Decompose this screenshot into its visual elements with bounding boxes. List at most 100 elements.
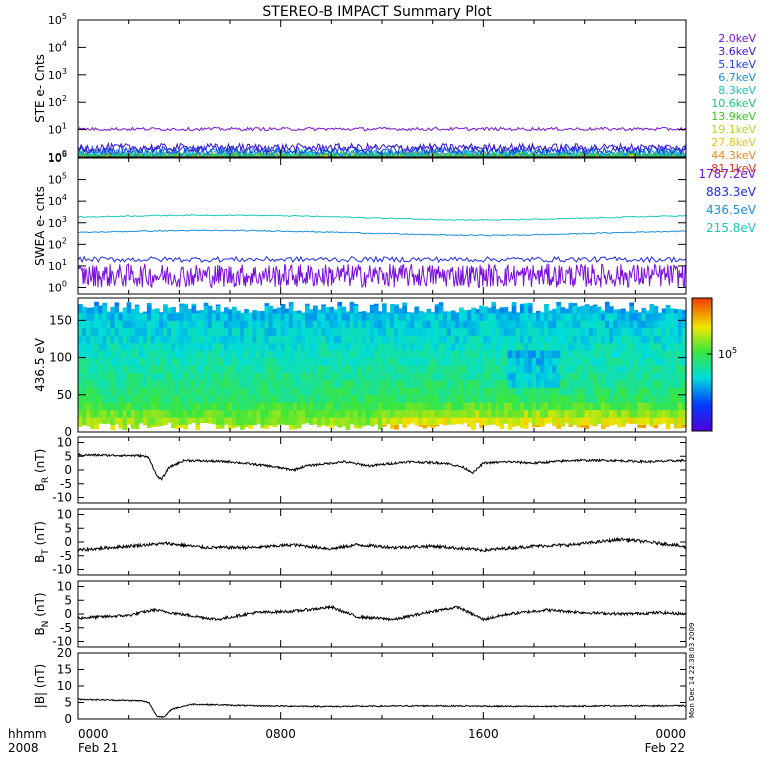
pad-heatmap-cell: [588, 402, 594, 411]
pad-heatmap-cell: [138, 402, 144, 411]
ste-series-line: [77, 126, 687, 132]
pad-heatmap-cell: [171, 372, 176, 381]
pad-heatmap-cell: [260, 320, 266, 329]
pad-heatmap-cell: [592, 394, 598, 403]
pad-heatmap-cell: [114, 372, 120, 381]
pad-heatmap-cell: [146, 417, 152, 425]
pad-heatmap-cell: [519, 409, 525, 418]
pad-heatmap-cell: [288, 305, 294, 314]
pad-heatmap-cell: [564, 308, 570, 314]
pad-heatmap-cell: [402, 402, 407, 411]
pad-heatmap-cell: [507, 327, 513, 336]
pad-heatmap-cell: [532, 342, 537, 351]
pad-heatmap-cell: [645, 402, 651, 411]
pad-heatmap-cell: [491, 301, 497, 306]
pad-heatmap-cell: [471, 402, 476, 411]
pad-heatmap-cell: [446, 402, 452, 411]
pad-heatmap-cell: [422, 357, 428, 366]
pad-heatmap-cell: [536, 394, 541, 403]
pad-heatmap-cell: [292, 335, 298, 344]
pad-heatmap-cell: [438, 320, 444, 329]
pad-heatmap-cell: [341, 402, 347, 411]
pad-heatmap-cell: [414, 335, 420, 344]
pad-heatmap-cell: [475, 342, 480, 351]
pad-heatmap-cell: [377, 379, 383, 388]
pad-heatmap-cell: [94, 357, 99, 366]
pad-heatmap-cell: [240, 402, 245, 411]
pad-heatmap-cell: [313, 409, 318, 418]
pad-heatmap-cell: [215, 304, 221, 306]
pad-heatmap-cell: [560, 327, 565, 336]
pad-heatmap-cell: [353, 402, 359, 411]
pad-heatmap-cell: [361, 394, 367, 403]
pad-heatmap-cell: [260, 335, 266, 344]
pad-heatmap-cell: [564, 409, 570, 418]
pad-heatmap-cell: [175, 342, 180, 351]
pad-heatmap-cell: [151, 320, 156, 329]
pad-heatmap-cell: [519, 335, 525, 344]
pad-heatmap-cell: [264, 305, 270, 314]
pad-heatmap-cell: [572, 320, 578, 329]
pad-heatmap-cell: [207, 350, 213, 358]
pad-heatmap-cell: [523, 305, 529, 314]
pad-heatmap-cell: [102, 417, 107, 425]
pad-heatmap-cell: [426, 357, 432, 366]
pad-heatmap-cell: [268, 320, 274, 329]
pad-heatmap-cell: [588, 357, 594, 366]
pad-heatmap-cell: [621, 327, 626, 336]
pad-heatmap-cell: [422, 312, 428, 314]
pad-heatmap-cell: [260, 312, 266, 321]
pad-heatmap-cell: [434, 365, 440, 373]
pad-heatmap-cell: [118, 327, 124, 336]
pad-heatmap-cell: [398, 312, 403, 321]
pad-heatmap-cell: [540, 409, 545, 418]
pad-heatmap-cell: [146, 402, 152, 411]
pad-heatmap-cell: [325, 365, 330, 373]
pad-heatmap-cell: [106, 312, 112, 321]
pad-heatmap-cell: [499, 387, 505, 396]
pad-heatmap-cell: [491, 350, 497, 358]
pad-heatmap-cell: [677, 424, 683, 429]
pad-heatmap-cell: [86, 350, 91, 358]
pad-heatmap-cell: [495, 387, 501, 396]
pad-heatmap-cell: [134, 304, 140, 306]
pad-heatmap-cell: [625, 372, 630, 381]
pad-heatmap-cell: [345, 417, 351, 425]
pad-heatmap-cell: [540, 424, 545, 427]
pad-heatmap-cell: [604, 305, 610, 314]
pad-heatmap-cell: [523, 372, 529, 381]
pad-heatmap-cell: [657, 312, 663, 321]
pad-heatmap-cell: [633, 350, 638, 358]
pad-heatmap-cell: [272, 342, 278, 351]
pad-heatmap-cell: [345, 335, 351, 344]
pad-heatmap-cell: [248, 312, 253, 314]
pad-heatmap-cell: [195, 357, 201, 366]
pad-heatmap-cell: [617, 409, 622, 418]
pad-heatmap-cell: [191, 409, 197, 418]
pad-heatmap-cell: [596, 365, 602, 373]
pad-heatmap-cell: [673, 417, 679, 425]
pad-heatmap-cell: [673, 342, 679, 351]
pad-heatmap-cell: [633, 320, 638, 329]
pad-heatmap-cell: [532, 357, 537, 366]
pad-heatmap-cell: [313, 305, 318, 314]
pad-heatmap-cell: [296, 350, 302, 358]
pad-heatmap-cell: [414, 357, 420, 366]
pad-heatmap-cell: [167, 307, 172, 314]
pad-heatmap-cell: [657, 365, 663, 373]
pad-heatmap-cell: [191, 305, 197, 314]
pad-heatmap-cell: [414, 342, 420, 351]
pad-heatmap-cell: [681, 320, 687, 329]
pad-heatmap-cell: [244, 394, 249, 403]
pad-heatmap-cell: [349, 402, 355, 411]
pad-heatmap-cell: [681, 357, 687, 366]
pad-heatmap-cell: [333, 417, 339, 425]
pad-heatmap-cell: [252, 327, 257, 336]
pad-heatmap-cell: [264, 312, 270, 321]
pad-heatmap-cell: [142, 335, 148, 344]
pad-heatmap-cell: [284, 387, 290, 396]
pad-heatmap-cell: [134, 357, 140, 366]
pad-heatmap-cell: [126, 365, 132, 373]
pad-heatmap-cell: [613, 335, 618, 344]
pad-heatmap-cell: [90, 350, 95, 358]
